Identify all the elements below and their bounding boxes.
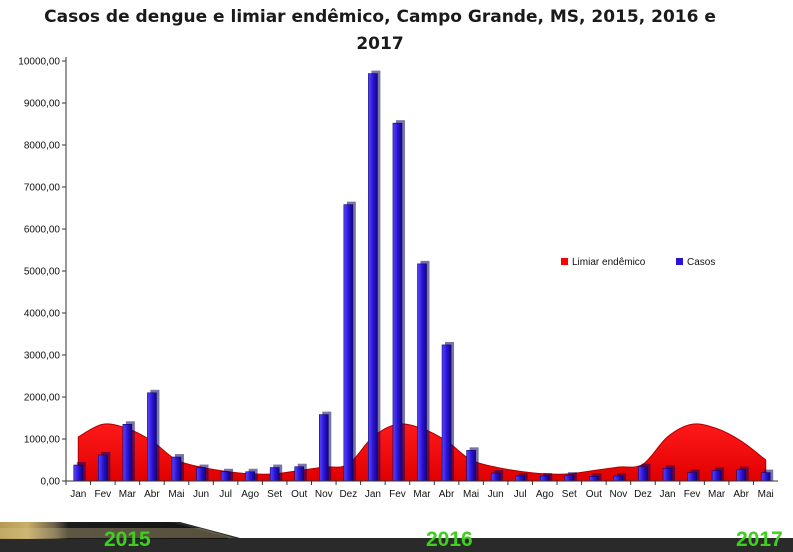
bar-casos-14 <box>417 263 427 482</box>
bar-casos-0 <box>73 464 84 482</box>
y-tick-label-4: 4000,00 <box>24 309 61 320</box>
legend-swatch-casos <box>676 258 683 265</box>
x-tick-label-2: Mar <box>119 489 137 500</box>
bar-casos-17 <box>490 472 501 482</box>
bar-casos-22 <box>613 475 624 482</box>
x-tick-label-25: Fev <box>684 489 701 500</box>
x-tick-label-8: Set <box>267 489 282 500</box>
x-tick-label-6: Jul <box>219 489 232 500</box>
y-tick-label-8: 8000,00 <box>24 141 61 152</box>
y-tick-label-0: 0,00 <box>41 477 61 488</box>
bar-casos-3 <box>147 392 157 482</box>
footer-banner <box>0 518 793 552</box>
x-tick-label-24: Jan <box>659 489 675 500</box>
legend-swatch-limiar <box>561 258 568 265</box>
x-tick-label-20: Set <box>562 489 577 500</box>
x-tick-label-28: Mai <box>758 489 774 500</box>
x-tick-label-15: Abr <box>439 489 455 500</box>
x-tick-label-0: Jan <box>70 489 86 500</box>
bar-casos-18 <box>515 475 526 482</box>
bar-casos-16 <box>466 450 476 482</box>
x-tick-label-27: Abr <box>733 489 749 500</box>
x-tick-label-16: Mai <box>463 489 479 500</box>
x-tick-label-14: Mar <box>413 489 431 500</box>
x-tick-label-10: Nov <box>315 489 333 500</box>
bar-casos-12 <box>368 73 378 482</box>
bar-casos-9 <box>294 466 305 482</box>
bar-casos-28 <box>760 472 771 482</box>
bar-casos-24 <box>662 468 673 482</box>
x-tick-label-21: Out <box>586 489 602 500</box>
x-tick-label-17: Jun <box>488 489 504 500</box>
x-tick-label-3: Abr <box>144 489 160 500</box>
bar-casos-21 <box>589 476 599 482</box>
year-label-2016: 2016 <box>426 528 473 551</box>
year-label-2015: 2015 <box>104 528 151 551</box>
y-tick-label-6: 6000,00 <box>24 225 61 236</box>
bar-casos-27 <box>736 469 746 482</box>
y-tick-label-2: 2000,00 <box>24 393 61 404</box>
x-tick-label-13: Fev <box>389 489 406 500</box>
y-tick-label-5: 5000,00 <box>24 267 61 278</box>
x-tick-label-19: Ago <box>536 489 554 500</box>
legend-label-limiar: Limiar endêmico <box>572 257 646 268</box>
plot-area: 0,00 1000,00 2000,00 3000,00 4000,00 5000,00 6… <box>18 57 778 500</box>
bar-casos-13 <box>392 122 403 482</box>
bar-casos-7 <box>245 471 255 482</box>
bar-casos-11 <box>343 204 354 482</box>
chart: 0,00 1000,00 2000,00 3000,00 4000,00 5000,00 6… <box>18 57 778 500</box>
bar-casos-5 <box>196 467 206 482</box>
x-tick-label-9: Out <box>291 489 307 500</box>
y-tick-label-10: 10000,00 <box>18 57 60 68</box>
bar-casos-10 <box>318 414 329 482</box>
x-tick-label-18: Jul <box>514 489 527 500</box>
y-tick-label-9: 9000,00 <box>24 99 61 110</box>
y-tick-label-3: 3000,00 <box>24 351 61 362</box>
year-label-2017: 2017 <box>736 528 783 551</box>
bar-casos-26 <box>711 470 722 482</box>
x-tick-label-22: Nov <box>610 489 628 500</box>
x-tick-label-11: Dez <box>339 489 357 500</box>
bar-casos-19 <box>539 475 550 482</box>
y-tick-label-7: 7000,00 <box>24 183 61 194</box>
x-tick-label-7: Ago <box>241 489 259 500</box>
bar-casos-20 <box>564 474 575 482</box>
bar-casos-4 <box>171 456 182 482</box>
bar-casos-23 <box>638 466 648 482</box>
chart-title: Casos de dengue e limiar endêmico, Campo… <box>44 7 716 54</box>
x-tick-label-4: Mai <box>168 489 184 500</box>
legend: Limiar endêmico Casos <box>561 257 715 268</box>
bar-casos-15 <box>441 344 452 482</box>
y-tick-label-1: 1000,00 <box>24 435 61 446</box>
bar-casos-2 <box>122 423 133 482</box>
bar-casos-25 <box>687 472 697 482</box>
bar-casos-8 <box>269 467 280 482</box>
legend-label-casos: Casos <box>687 257 715 268</box>
x-tick-label-26: Mar <box>708 489 726 500</box>
x-tick-label-12: Jan <box>365 489 381 500</box>
x-tick-label-23: Dez <box>634 489 652 500</box>
bar-casos-1 <box>98 454 108 482</box>
x-tick-label-5: Jun <box>193 489 209 500</box>
bar-casos-6 <box>220 471 231 482</box>
x-tick-label-1: Fev <box>94 489 111 500</box>
